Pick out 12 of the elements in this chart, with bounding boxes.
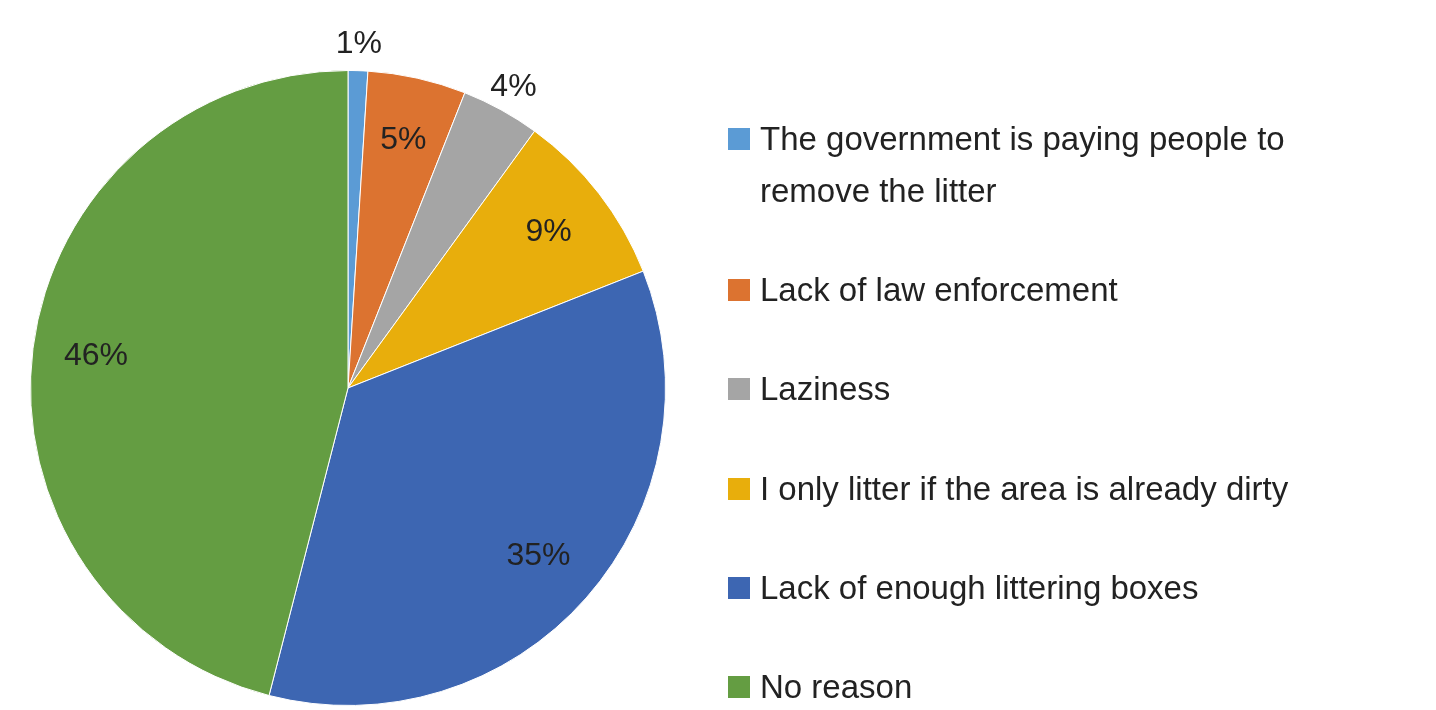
data-label: 9% — [525, 212, 572, 249]
data-label: 1% — [335, 24, 382, 61]
data-label: 35% — [506, 535, 571, 572]
legend-label: The government is paying people to remove the litter — [760, 119, 1286, 211]
data-label: 46% — [63, 335, 129, 372]
legend-label: Lack of law enforcement — [760, 270, 1118, 311]
legend-label: Lack of enough littering boxes — [760, 567, 1199, 608]
legend-label: I only litter if the area is already dirty — [760, 468, 1289, 509]
legend-label: Laziness — [760, 369, 891, 410]
legend-label: No reason — [760, 666, 913, 707]
data-label: 4% — [490, 66, 537, 103]
data-label: 5% — [380, 119, 427, 156]
